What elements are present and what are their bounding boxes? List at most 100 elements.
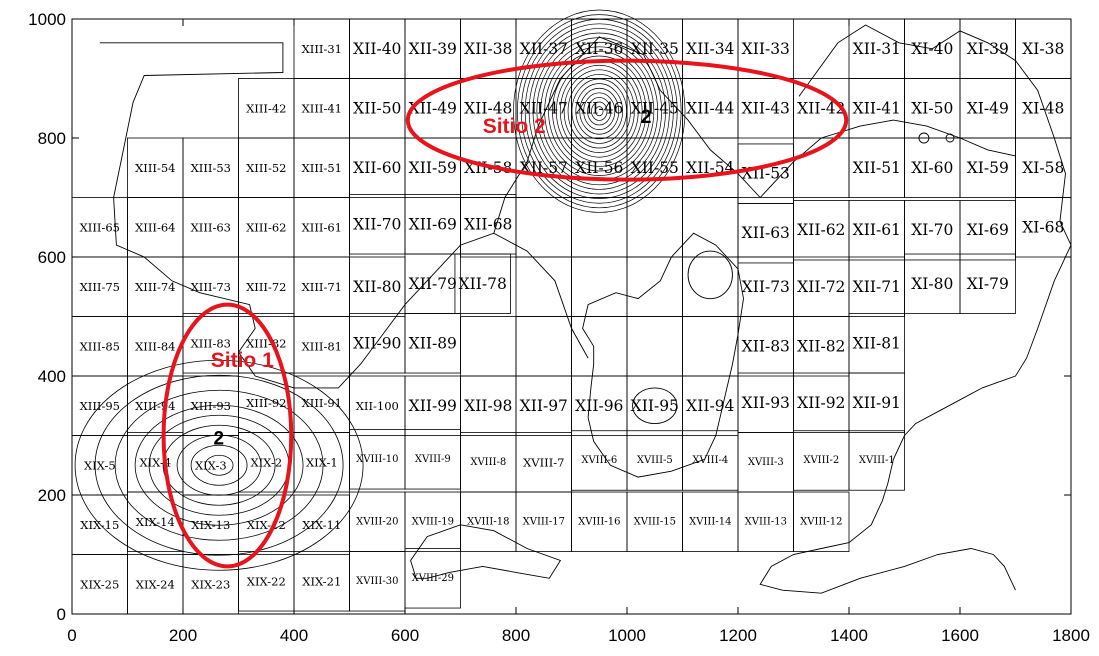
cell-label: XII-61 bbox=[853, 221, 901, 239]
cell-label: XIX-15 bbox=[80, 518, 119, 532]
cell-label: XI-38 bbox=[1022, 40, 1064, 58]
cell-label: XII-31 bbox=[853, 40, 901, 58]
cell-label: XII-62 bbox=[797, 221, 845, 239]
peak-contour-sitio-2 bbox=[583, 92, 616, 130]
cell-label: XII-51 bbox=[853, 159, 901, 177]
grid-cell bbox=[959, 253, 1016, 314]
grid-cell bbox=[793, 491, 850, 552]
cell-label: XVIII-5 bbox=[637, 455, 673, 466]
cell-label: XVIII-15 bbox=[634, 516, 676, 527]
cell-label: XII-91 bbox=[853, 394, 901, 412]
cell-label: XI-40 bbox=[911, 40, 953, 58]
cell-label: XIX-3 bbox=[195, 458, 227, 472]
crater-mark bbox=[945, 133, 955, 143]
cell-label: XIII-31 bbox=[302, 42, 342, 56]
y-tick-label: 200 bbox=[38, 486, 66, 505]
grid-cell bbox=[454, 253, 511, 314]
cell-label: XII-99 bbox=[409, 397, 457, 415]
cell-label: XII-45 bbox=[631, 99, 679, 117]
cell-label: XI-59 bbox=[967, 159, 1009, 177]
grid-cell-empty bbox=[571, 256, 628, 317]
cell-label: XIX-25 bbox=[80, 577, 119, 591]
cell-label: XIX-21 bbox=[302, 574, 341, 588]
cell-label: XIII-84 bbox=[135, 339, 175, 353]
peak-contour-sitio-2 bbox=[520, 18, 678, 204]
peak-contour-sitio-2 bbox=[591, 101, 608, 121]
cell-label: XIII-92 bbox=[246, 396, 286, 410]
x-tick-label: 1000 bbox=[608, 626, 646, 645]
cell-label: XIII-65 bbox=[80, 220, 120, 234]
peak-contour-sitio-2 bbox=[548, 51, 651, 172]
x-tick-label: 1400 bbox=[830, 626, 868, 645]
cell-label: XII-68 bbox=[464, 215, 512, 233]
cell-label: XII-50 bbox=[353, 99, 401, 117]
peak-contour-sitio-2 bbox=[516, 14, 682, 209]
cell-label: XII-63 bbox=[742, 224, 790, 242]
grid-cells bbox=[71, 18, 1072, 615]
cell-label: XII-46 bbox=[575, 99, 623, 117]
cell-label: XVIII-29 bbox=[412, 573, 454, 584]
small-contour bbox=[632, 387, 678, 425]
grid-cell bbox=[848, 430, 905, 491]
peak-label: 2 bbox=[641, 107, 652, 128]
cell-label: XIII-72 bbox=[246, 280, 286, 294]
cell-label: XII-36 bbox=[575, 40, 623, 58]
x-tick-label: 1600 bbox=[941, 626, 979, 645]
site-label: Sitio 1 bbox=[211, 349, 274, 372]
cell-label: XII-55 bbox=[631, 159, 679, 177]
y-tick-label: 600 bbox=[38, 248, 66, 267]
peak-contour-sitio-2 bbox=[544, 46, 655, 176]
cell-label: XIII-62 bbox=[246, 220, 286, 234]
cell-label: XII-79 bbox=[409, 275, 457, 293]
cell-label: XII-72 bbox=[797, 278, 845, 296]
cell-label: XVIII-13 bbox=[745, 516, 787, 527]
lobe-contour bbox=[582, 232, 744, 478]
site-ellipse bbox=[161, 302, 294, 569]
y-tick-label: 800 bbox=[38, 129, 66, 148]
grid-cell bbox=[404, 548, 461, 609]
peak-contour-sitio-2 bbox=[524, 23, 674, 199]
cell-label: XII-39 bbox=[409, 40, 457, 58]
x-tick-label: 1200 bbox=[719, 626, 757, 645]
peak-contour-sitio-1 bbox=[176, 434, 262, 496]
peak-label: 2 bbox=[214, 428, 225, 449]
peak-contour-sitio-2 bbox=[579, 87, 620, 135]
cell-label: XIII-64 bbox=[135, 220, 175, 234]
cell-label: XVIII-18 bbox=[467, 516, 509, 527]
x-tick-label: 600 bbox=[391, 626, 419, 645]
cell-label: XIII-41 bbox=[302, 101, 342, 115]
cell-label: XII-44 bbox=[686, 99, 734, 117]
cell-label: XII-48 bbox=[464, 99, 512, 117]
peak-contour-sitio-2 bbox=[594, 106, 604, 117]
cell-label: XIII-63 bbox=[191, 220, 231, 234]
peak-contour-sitio-2 bbox=[552, 55, 647, 167]
cell-label: XVIII-19 bbox=[412, 516, 454, 527]
cell-label: XII-98 bbox=[464, 397, 512, 415]
cell-label: XIX-13 bbox=[191, 518, 230, 532]
cell-label: XVIII-12 bbox=[800, 516, 842, 527]
cell-label: XIII-54 bbox=[135, 161, 175, 175]
cell-label: XIII-51 bbox=[302, 161, 342, 175]
cell-label: XVIII-7 bbox=[523, 455, 564, 469]
cell-label: XII-43 bbox=[742, 99, 790, 117]
coastline-east bbox=[759, 24, 1072, 594]
site-annotations: Sitio 1 Sitio 2 2 2 bbox=[161, 58, 849, 569]
cell-label: XII-89 bbox=[409, 334, 457, 352]
cell-label: XVIII-14 bbox=[689, 516, 731, 527]
grid-cell bbox=[1015, 197, 1072, 258]
peak-contour-sitio-2 bbox=[571, 78, 627, 144]
cell-label: XI-50 bbox=[911, 99, 953, 117]
cell-label: XI-58 bbox=[1022, 159, 1064, 177]
peak-contour-sitio-1 bbox=[114, 389, 324, 541]
cell-label: XIX-11 bbox=[302, 518, 341, 532]
grid-cell-empty bbox=[626, 197, 683, 258]
cell-label: XIII-52 bbox=[246, 161, 286, 175]
site-ellipse bbox=[405, 58, 849, 182]
grid-cell-empty bbox=[571, 197, 628, 258]
cell-label: XIX-23 bbox=[191, 577, 230, 591]
cell-label: XII-69 bbox=[409, 215, 457, 233]
y-tick-label: 1000 bbox=[28, 10, 66, 29]
peak-contour-sitio-2 bbox=[528, 28, 670, 195]
cell-label: XII-71 bbox=[853, 278, 901, 296]
